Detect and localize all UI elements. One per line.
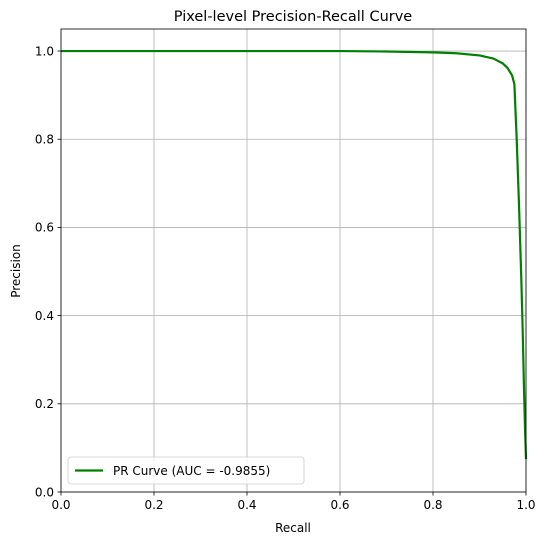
x-tick-label: 0.8 bbox=[423, 498, 442, 512]
x-tick-label: 0.2 bbox=[144, 498, 163, 512]
series-layer bbox=[61, 49, 528, 459]
y-tick-label: 0.6 bbox=[35, 221, 54, 235]
axis-ticks: 0.0 0.2 0.4 0.6 0.8 1.0 0.0 0.2 0.4 0.6 0.8 1.0 bbox=[35, 44, 536, 512]
y-tick-label: 0.2 bbox=[35, 397, 54, 411]
x-tick-label: 0.4 bbox=[237, 498, 256, 512]
x-tick-label: 1.0 bbox=[516, 498, 535, 512]
legend-box bbox=[67, 456, 305, 485]
legend-entry-label: PR Curve (AUC = -0.9855) bbox=[113, 464, 270, 478]
axes-border bbox=[60, 28, 527, 493]
x-tick-label: 0.6 bbox=[330, 498, 349, 512]
y-tick-label: 0.4 bbox=[35, 309, 54, 323]
plot-frame bbox=[60, 28, 527, 493]
grid-lines bbox=[60, 29, 527, 493]
legend: PR Curve (AUC = -0.9855) bbox=[67, 456, 305, 485]
chart-title: Pixel-level Precision-Recall Curve bbox=[174, 9, 413, 25]
y-tick-label: 0.8 bbox=[35, 133, 54, 147]
y-tick-label: 0.0 bbox=[35, 485, 54, 499]
y-tick-label: 1.0 bbox=[35, 44, 54, 58]
x-tick-label: 0.0 bbox=[51, 498, 70, 512]
x-axis-label: Recall bbox=[275, 521, 311, 535]
pr-curve-line bbox=[61, 49, 528, 459]
y-axis-label: Precision bbox=[9, 244, 23, 298]
